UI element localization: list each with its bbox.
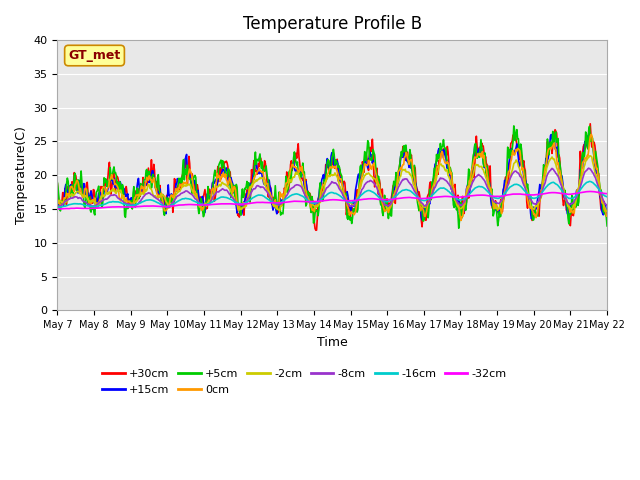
+30cm xyxy=(586,121,594,127)
-16cm xyxy=(55,204,63,210)
Line: -2cm: -2cm xyxy=(58,156,607,212)
-8cm xyxy=(120,200,128,205)
0cm xyxy=(63,193,71,199)
-16cm xyxy=(177,197,184,203)
-16cm xyxy=(416,196,424,202)
+15cm xyxy=(205,192,212,198)
+5cm xyxy=(455,225,463,231)
0cm xyxy=(205,201,212,206)
Line: -8cm: -8cm xyxy=(58,168,607,208)
Line: +5cm: +5cm xyxy=(58,126,607,228)
-2cm xyxy=(176,189,184,194)
X-axis label: Time: Time xyxy=(317,336,348,349)
+30cm xyxy=(400,151,408,157)
+30cm xyxy=(312,228,319,233)
+5cm xyxy=(54,180,61,186)
+30cm xyxy=(205,191,212,197)
+15cm xyxy=(586,131,593,137)
+15cm xyxy=(415,198,423,204)
0cm xyxy=(54,197,61,203)
0cm xyxy=(587,132,595,137)
-8cm xyxy=(63,197,71,203)
-16cm xyxy=(586,179,593,184)
-16cm xyxy=(205,201,213,206)
+5cm xyxy=(510,123,518,129)
Line: +15cm: +15cm xyxy=(58,134,607,220)
0cm xyxy=(176,181,184,187)
-2cm xyxy=(415,196,423,202)
-8cm xyxy=(205,201,212,207)
-8cm xyxy=(604,203,611,208)
+15cm xyxy=(418,217,426,223)
Line: -32cm: -32cm xyxy=(58,192,607,209)
-2cm xyxy=(63,199,71,204)
Line: -16cm: -16cm xyxy=(58,181,607,207)
+30cm xyxy=(63,192,71,198)
+30cm xyxy=(604,214,611,220)
-32cm xyxy=(54,206,61,212)
+5cm xyxy=(63,175,71,181)
+15cm xyxy=(399,155,407,160)
-16cm xyxy=(400,187,408,193)
-32cm xyxy=(176,202,184,208)
-32cm xyxy=(205,202,212,208)
Legend: +30cm, +15cm, +5cm, 0cm, -2cm, -8cm, -16cm, -32cm: +30cm, +15cm, +5cm, 0cm, -2cm, -8cm, -16… xyxy=(98,365,511,399)
Line: 0cm: 0cm xyxy=(58,134,607,220)
+5cm xyxy=(604,223,611,229)
+15cm xyxy=(120,186,128,192)
-2cm xyxy=(54,197,61,203)
0cm xyxy=(399,162,407,168)
-32cm xyxy=(399,195,407,201)
-16cm xyxy=(64,202,72,208)
0cm xyxy=(604,213,611,219)
Title: Temperature Profile B: Temperature Profile B xyxy=(243,15,422,33)
+30cm xyxy=(54,181,61,187)
-2cm xyxy=(399,167,407,172)
-16cm xyxy=(604,194,611,200)
-2cm xyxy=(120,197,128,203)
-8cm xyxy=(176,192,184,198)
Y-axis label: Temperature(C): Temperature(C) xyxy=(15,126,28,224)
+15cm xyxy=(604,212,611,218)
-32cm xyxy=(63,206,71,212)
+15cm xyxy=(176,180,184,186)
0cm xyxy=(457,217,465,223)
Line: +30cm: +30cm xyxy=(58,124,607,230)
+30cm xyxy=(416,193,424,199)
0cm xyxy=(120,192,128,198)
+15cm xyxy=(54,200,61,205)
+15cm xyxy=(63,190,71,195)
-2cm xyxy=(205,197,212,203)
-8cm xyxy=(399,177,407,182)
-32cm xyxy=(604,191,611,196)
-16cm xyxy=(121,202,129,207)
-32cm xyxy=(586,189,594,194)
-8cm xyxy=(415,196,423,202)
+5cm xyxy=(415,208,423,214)
Text: GT_met: GT_met xyxy=(68,49,121,62)
-2cm xyxy=(604,209,611,215)
-8cm xyxy=(54,205,61,211)
0cm xyxy=(415,199,423,204)
+30cm xyxy=(120,193,128,199)
-16cm xyxy=(54,204,61,210)
+5cm xyxy=(176,177,184,182)
+5cm xyxy=(205,192,212,198)
-32cm xyxy=(120,204,128,210)
+30cm xyxy=(176,187,184,192)
-2cm xyxy=(586,153,594,159)
+5cm xyxy=(399,147,407,153)
-32cm xyxy=(415,195,423,201)
+5cm xyxy=(120,196,128,202)
-8cm xyxy=(585,165,593,171)
